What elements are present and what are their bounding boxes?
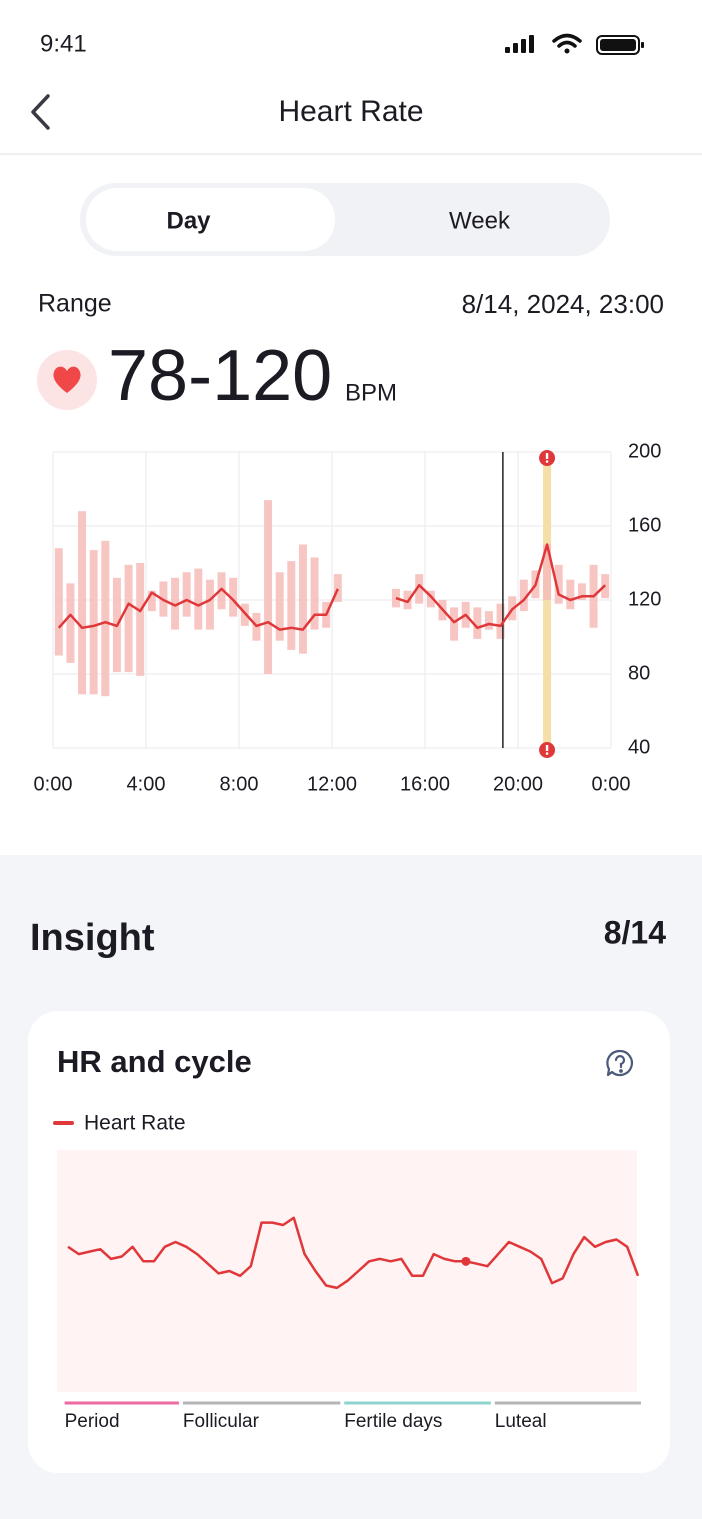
day-chart: 40 80 120 160 200 0:00 4:00 8:00 12:00 16:00 20:00… bbox=[34, 440, 662, 795]
tab[interactable]: Day bbox=[166, 207, 211, 234]
wifi-icon bbox=[552, 33, 582, 54]
range-value: 78-120 bbox=[108, 336, 332, 416]
range-bar bbox=[450, 607, 459, 641]
tab[interactable]: Week bbox=[449, 207, 511, 234]
range-bar bbox=[182, 572, 191, 617]
y-tick-label: 120 bbox=[628, 588, 661, 610]
range-bar bbox=[217, 572, 226, 610]
range-bar bbox=[287, 561, 296, 650]
x-tick-label: 20:00 bbox=[493, 773, 543, 795]
battery-icon bbox=[596, 35, 644, 55]
x-tick-label: 8:00 bbox=[220, 773, 259, 795]
range-bar bbox=[484, 611, 493, 630]
range-bar bbox=[78, 511, 87, 695]
heart-rate-line bbox=[57, 543, 607, 631]
x-tick-label: 0:00 bbox=[592, 773, 631, 795]
range-bar bbox=[298, 544, 307, 654]
phase-label: Period bbox=[65, 1411, 120, 1432]
insight-title: Insight bbox=[30, 917, 155, 959]
heart-icon bbox=[53, 366, 81, 393]
range-bar bbox=[194, 568, 203, 630]
range-bar bbox=[543, 544, 552, 600]
phase-label: Fertile days bbox=[344, 1411, 442, 1432]
range-bar bbox=[136, 563, 145, 676]
range-bar bbox=[496, 603, 505, 639]
card-title: HR and cycle bbox=[57, 1044, 252, 1079]
range-bar bbox=[519, 579, 528, 612]
x-tick-label: 4:00 bbox=[127, 773, 166, 795]
alert-marker-dot bbox=[545, 752, 549, 755]
range-bar bbox=[554, 564, 563, 604]
alert-band bbox=[543, 458, 552, 748]
range-bar bbox=[66, 583, 75, 663]
help-icon[interactable] bbox=[606, 1049, 634, 1077]
phase-label: Follicular bbox=[183, 1411, 260, 1432]
page-title: Heart Rate bbox=[278, 95, 423, 128]
back-button[interactable] bbox=[31, 94, 50, 130]
range-bar bbox=[229, 577, 238, 617]
x-tick-label: 12:00 bbox=[307, 773, 357, 795]
range-bar bbox=[426, 590, 435, 608]
alert-marker-bar bbox=[545, 745, 549, 751]
y-tick-label: 200 bbox=[628, 440, 661, 462]
range-bar bbox=[415, 574, 424, 604]
status-time: 9:41 bbox=[40, 30, 87, 57]
insight-date: 8/14 bbox=[604, 914, 666, 950]
signal-icon bbox=[505, 35, 534, 53]
legend-label: Heart Rate bbox=[84, 1112, 186, 1135]
range-bar bbox=[147, 590, 156, 612]
range-bar bbox=[473, 607, 482, 639]
range-bar bbox=[101, 540, 110, 697]
range-bar bbox=[275, 572, 284, 641]
x-tick-label: 0:00 bbox=[34, 773, 73, 795]
range-bar bbox=[54, 548, 63, 656]
heart-rate-line bbox=[67, 1216, 640, 1290]
range-bar bbox=[333, 574, 342, 602]
x-tick-label: 16:00 bbox=[400, 773, 450, 795]
plot-background bbox=[57, 1150, 637, 1392]
range-bar bbox=[310, 557, 319, 630]
y-tick-label: 160 bbox=[628, 514, 661, 536]
range-bar bbox=[264, 500, 273, 674]
tabs: Day Week bbox=[86, 188, 511, 251]
range-bar bbox=[124, 564, 133, 673]
range-bar bbox=[566, 579, 575, 610]
tab-active-pill bbox=[86, 188, 335, 251]
range-unit: BPM bbox=[345, 379, 397, 406]
highlight-point bbox=[461, 1256, 471, 1266]
cycle-chart: Heart Rate Period Follicular Fertile days Lu… bbox=[53, 1112, 641, 1432]
datetime: 8/14, 2024, 23:00 bbox=[462, 289, 664, 319]
phase-label: Luteal bbox=[495, 1411, 547, 1432]
alert-marker-bar bbox=[545, 453, 549, 459]
y-tick-label: 80 bbox=[628, 662, 650, 684]
range-label: Range bbox=[38, 290, 112, 318]
alert-marker-dot bbox=[545, 460, 549, 463]
range-bar bbox=[89, 550, 98, 695]
y-tick-label: 40 bbox=[628, 736, 650, 758]
range-bar bbox=[205, 579, 214, 630]
range-bar bbox=[577, 583, 586, 600]
range-bar bbox=[171, 577, 180, 630]
